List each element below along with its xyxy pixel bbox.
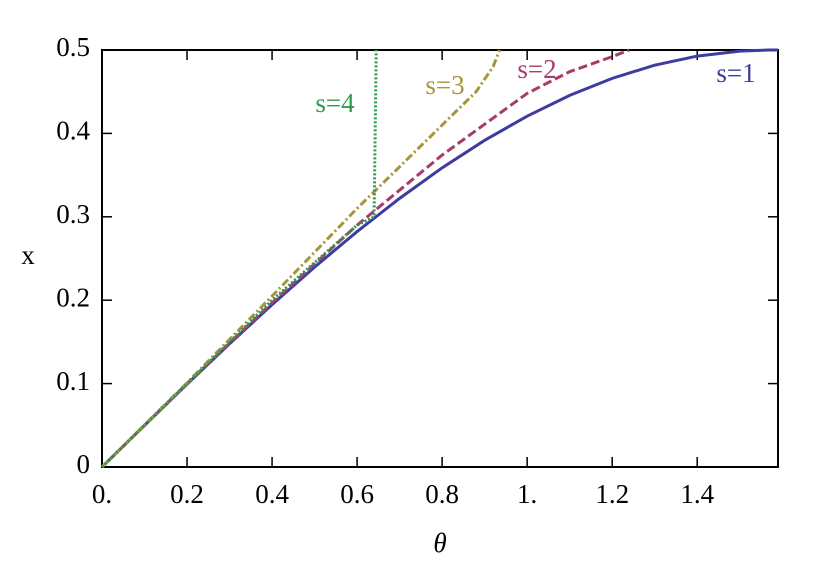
series-line	[100, 48, 778, 469]
series-label: s=4	[315, 88, 355, 118]
y-axis-label: x	[21, 240, 35, 270]
series-label: s=2	[517, 54, 556, 84]
y-tick-label: 0.3	[56, 199, 90, 229]
y-tick-label: 0.5	[56, 32, 90, 62]
y-tick-label: 0	[77, 449, 91, 479]
series-label: s=1	[716, 58, 755, 88]
x-tick-label: 0.	[92, 479, 112, 509]
y-tick-label: 0.2	[56, 282, 90, 312]
series-line	[100, 49, 501, 469]
series-line	[100, 48, 630, 469]
x-tick-label: 1.2	[595, 479, 629, 509]
x-tick-label: 1.	[517, 479, 537, 509]
y-tick-label: 0.1	[56, 366, 90, 396]
plot-frame	[101, 49, 779, 468]
y-tick-label: 0.4	[56, 116, 90, 146]
x-tick-label: 0.6	[340, 479, 374, 509]
x-tick-label: 0.4	[255, 479, 289, 509]
series-label: s=3	[425, 70, 464, 100]
x-tick-label: 1.4	[680, 479, 714, 509]
x-tick-label: 0.2	[170, 479, 204, 509]
x-tick-label: 0.8	[425, 479, 459, 509]
x-axis-label: θ	[433, 528, 446, 558]
